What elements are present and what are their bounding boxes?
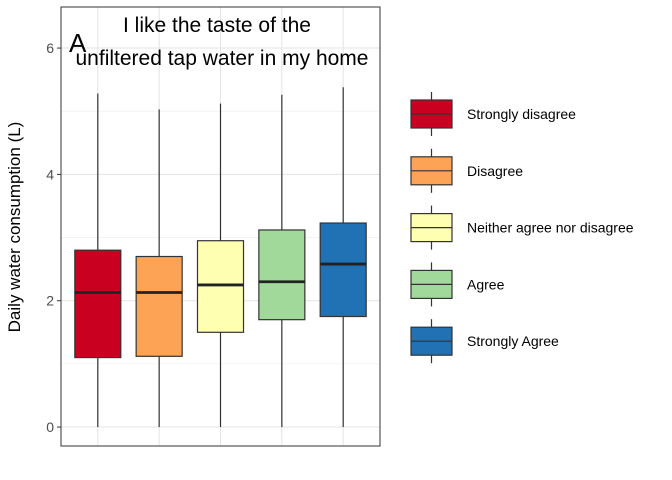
y-tick-label: 0 <box>46 419 54 435</box>
chart-title-line-2: unfiltered tap water in my home <box>76 47 369 70</box>
y-tick-label: 2 <box>46 293 54 309</box>
chart-title-line-1: I like the taste of the <box>123 14 311 37</box>
legend-label: Neither agree nor disagree <box>467 220 634 236</box>
box-4 <box>258 94 306 428</box>
legend-label: Strongly disagree <box>467 106 576 122</box>
plot-panel-border <box>60 6 381 447</box>
panel-letter: A <box>69 28 87 58</box>
box-2 <box>135 109 183 428</box>
legend-item-3: Neither agree nor disagree <box>410 205 634 250</box>
box-1 <box>74 93 122 428</box>
y-tick-label: 6 <box>46 40 54 56</box>
box-body <box>74 249 122 359</box>
y-axis-label: Daily water consumption (L) <box>5 122 24 333</box>
box-3 <box>196 103 245 428</box>
box-body <box>258 229 306 321</box>
box-body <box>319 222 367 318</box>
box-body <box>135 255 183 357</box>
legend-label: Strongly Agree <box>467 333 559 349</box>
box-5 <box>319 87 367 428</box>
legend-item-1: Strongly disagree <box>410 92 576 136</box>
y-tick-label: 4 <box>46 166 54 182</box>
legend-label: Disagree <box>467 163 523 179</box>
box-body <box>196 240 245 333</box>
legend: Strongly disagree Disagree Neither agree n… <box>410 92 634 364</box>
boxes <box>74 87 367 428</box>
legend-label: Agree <box>467 276 505 292</box>
legend-item-4: Agree <box>410 262 505 307</box>
legend-item-5: Strongly Agree <box>410 319 559 364</box>
legend-item-2: Disagree <box>410 148 523 193</box>
y-axis: 0 2 4 6 <box>46 40 61 435</box>
